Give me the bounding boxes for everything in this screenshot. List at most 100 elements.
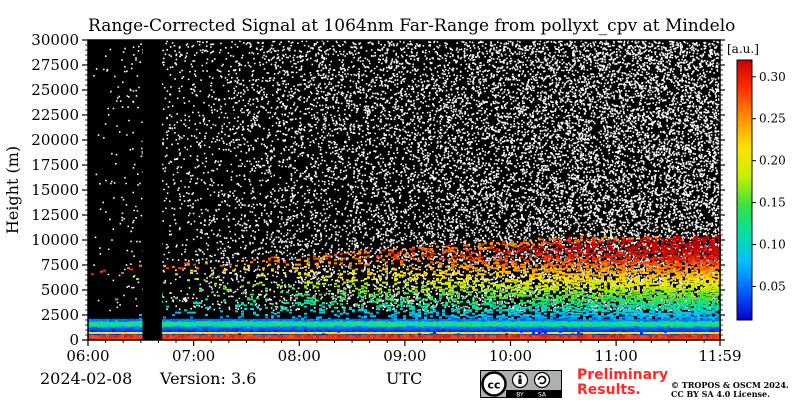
signal-cell-group — [433, 252, 688, 262]
chart-title: Range-Corrected Signal at 1064nm Far-Ran… — [88, 16, 736, 36]
signal-cell-group — [685, 254, 700, 258]
signal-cell-group — [322, 310, 706, 315]
y-tick-label: 0 — [69, 331, 79, 349]
signal-cell-group — [409, 285, 712, 295]
signal-cell-group — [544, 264, 718, 272]
y-tick-label: 22500 — [31, 106, 79, 124]
signal-cell-group — [178, 310, 691, 320]
background-noise-speckle — [93, 40, 722, 312]
y-tick-label: 20000 — [31, 131, 79, 149]
y-tick-label: 30000 — [31, 31, 79, 49]
signal-cell-group — [553, 287, 556, 290]
signal-cell-group — [298, 293, 664, 298]
signal-cell-group — [547, 275, 550, 278]
y-tick-label: 7500 — [41, 256, 79, 274]
y-axis: 0 2500 5000 7500 10000 12500 15000 17500 20000 22… — [31, 31, 725, 349]
signal-cell-group — [652, 286, 673, 290]
signal-cell-group — [574, 252, 577, 255]
signal-noise-layer — [93, 40, 722, 312]
signal-cell-group — [673, 250, 676, 253]
signal-cell-group — [133, 318, 541, 332]
signal-cell-group — [616, 252, 712, 260]
signal-cell-group — [589, 263, 718, 271]
signal-cell-group — [589, 312, 592, 315]
colorbar-tick-label: 0.15 — [759, 196, 786, 210]
x-tick-label: 07:00 — [172, 347, 215, 365]
signal-cell-group — [715, 293, 718, 296]
signal-cell-group — [523, 287, 526, 290]
x-tick-label: 10:00 — [489, 347, 532, 365]
signal-cell-group — [520, 329, 523, 332]
signal-cell-group — [196, 323, 199, 326]
signal-cell-group — [193, 304, 637, 327]
signal-cell-group — [709, 287, 712, 290]
signal-cell-group — [418, 309, 652, 316]
signal-cell-group — [448, 280, 640, 290]
signal-cell-group — [676, 258, 679, 261]
signal-cell-group — [631, 274, 634, 277]
signal-cell-group — [232, 321, 235, 324]
signal-cell-group — [466, 308, 610, 316]
signal-cell-group — [643, 293, 646, 296]
signal-cell-group — [607, 254, 610, 256]
signal-cell-group — [577, 312, 580, 315]
colorbar-gradient — [736, 59, 753, 321]
signal-cell-group — [442, 269, 697, 277]
x-axis-label: UTC — [386, 369, 423, 388]
signal-cell-group — [637, 282, 640, 285]
signal-cell-group — [580, 287, 583, 290]
signal-cell-group — [631, 296, 634, 298]
signal-cell-group — [706, 291, 709, 294]
signal-cell-group — [562, 323, 565, 326]
y-tick-label: 17500 — [31, 156, 79, 174]
y-tick-label: 12500 — [31, 206, 79, 224]
x-axis: 06:00 07:00 08:00 09:00 10:00 11:00 11:59 — [66, 340, 742, 365]
signal-cell-group — [658, 293, 661, 296]
x-tick-label: 11:59 — [698, 347, 741, 365]
signal-cell-group — [652, 292, 679, 296]
signal-cell-group — [541, 335, 544, 338]
signal-cell-group — [601, 316, 604, 319]
colorbar-ticks: 0.05 0.10 0.15 0.20 0.25 0.30 — [752, 70, 786, 293]
signal-cell-group — [628, 299, 631, 302]
signal-cell-group — [475, 268, 598, 277]
signal-cell-group — [112, 334, 718, 340]
signal-cell-group — [490, 287, 493, 290]
signal-cell-group — [106, 318, 685, 330]
signal-cell-group — [643, 249, 646, 252]
signal-cell-group — [688, 293, 691, 296]
signal-cell-group — [634, 250, 652, 260]
signal-cell-group — [589, 288, 604, 292]
signal-cell-group — [160, 305, 697, 327]
signal-cell-group — [706, 256, 709, 259]
signal-cell-group — [499, 292, 502, 295]
signal-cell-group — [124, 323, 127, 326]
signal-cell-group — [115, 305, 637, 327]
copyright-line-1: © TROPOS & OSCM 2024. — [671, 380, 789, 390]
signal-cell-group — [592, 251, 706, 259]
signal-cell-group — [490, 282, 517, 291]
signal-cell-group — [448, 292, 451, 295]
signal-cell-group — [622, 329, 625, 332]
signal-cell-group — [700, 292, 715, 296]
preliminary-line-1: Preliminary — [577, 367, 669, 383]
y-tick-label: 2500 — [41, 306, 79, 324]
signal-cell-group — [208, 327, 667, 332]
signal-cell-group — [355, 328, 574, 336]
signal-cell-group — [532, 332, 535, 334]
y-tick-label: 10000 — [31, 231, 79, 249]
signal-cell-group — [622, 288, 649, 294]
y-axis-label: Height (m) — [3, 146, 22, 234]
signal-cell-group — [109, 317, 667, 330]
signal-cell-group — [151, 328, 670, 336]
signal-layer — [88, 236, 721, 340]
preliminary-line-2: Results. — [577, 382, 641, 398]
signal-cell-group — [511, 288, 514, 291]
y-tick-label: 5000 — [41, 281, 79, 299]
y-tick-label: 27500 — [31, 56, 79, 74]
signal-cell-group — [154, 315, 712, 328]
signal-cell-group — [709, 290, 712, 292]
signal-cell-group — [544, 287, 547, 290]
signal-cell-group — [352, 269, 721, 334]
